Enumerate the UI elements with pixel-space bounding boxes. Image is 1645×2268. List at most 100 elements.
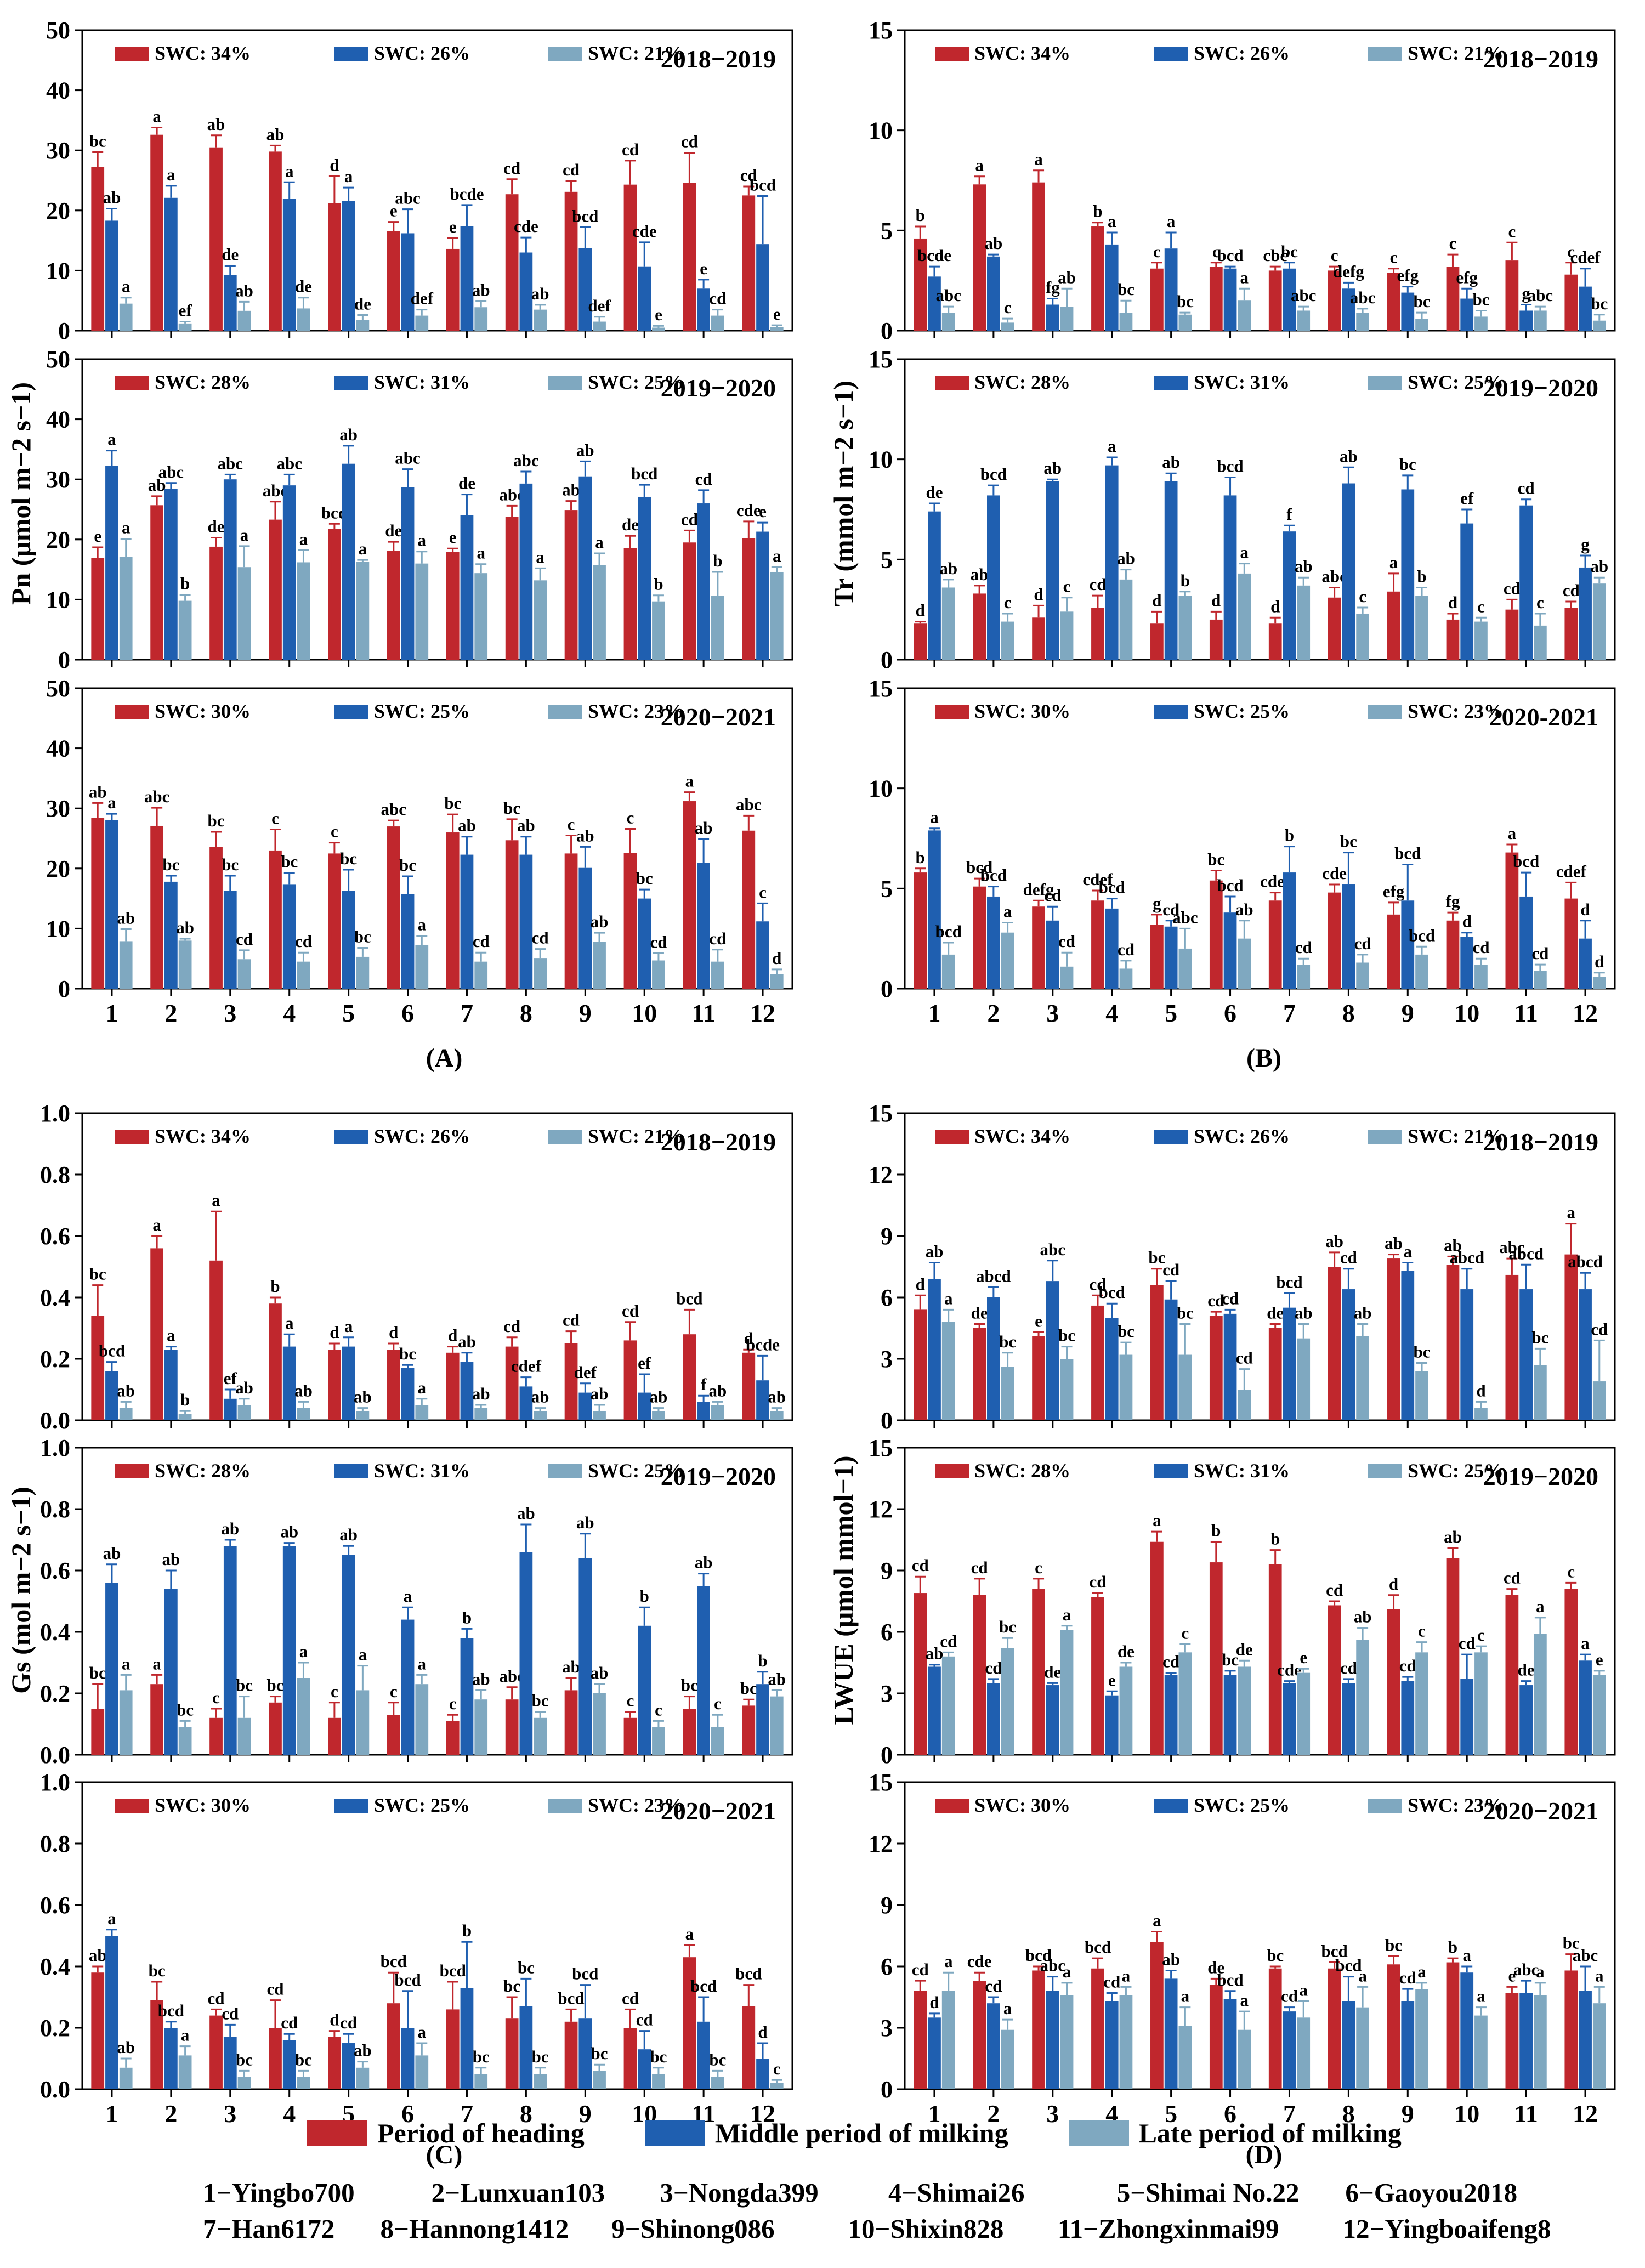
plot-frame: [904, 1781, 1616, 2090]
significance-letter: ab: [531, 1387, 549, 1407]
significance-letter: d: [1462, 912, 1472, 931]
swc-legend-swatch: [548, 1799, 582, 1813]
y-tick-label: 0.0: [40, 2076, 70, 2103]
y-tick-label: 30: [46, 466, 70, 493]
y-tick-label: 10: [869, 446, 893, 473]
significance-letter: cd: [295, 932, 312, 951]
y-tick-label: 20: [46, 526, 70, 553]
significance-letter: def: [411, 289, 434, 308]
y-tick-label: 1.0: [40, 1769, 70, 1796]
swc-legend-swatch: [115, 1799, 149, 1813]
bar: [105, 220, 118, 331]
significance-letter: bc: [473, 2047, 490, 2066]
bar: [356, 562, 370, 660]
significance-letter: a: [1003, 1999, 1012, 2018]
swc-legend-swatch: [1368, 376, 1402, 390]
bar: [1579, 938, 1592, 989]
x-tick-label: 10: [1454, 999, 1479, 1027]
bar: [387, 1715, 400, 1755]
significance-letter: abc: [1040, 1240, 1066, 1259]
bar: [928, 1279, 941, 1420]
significance-letter: d: [1270, 597, 1280, 616]
bar: [652, 327, 665, 331]
bar: [282, 199, 296, 331]
significance-letter: cd: [1399, 1968, 1416, 1987]
bar: [652, 1727, 665, 1755]
bar: [1297, 2017, 1311, 2089]
y-tick-label: 15: [869, 1434, 893, 1461]
bar: [1564, 1254, 1578, 1420]
x-tick-label: 5: [1165, 999, 1177, 1027]
bar: [941, 1991, 955, 2089]
variety-12: 12−Yingboaifeng8: [1342, 2214, 1551, 2244]
significance-letter: cde: [736, 501, 761, 520]
significance-letter: defg: [1023, 880, 1054, 899]
plot-frame: [904, 1112, 1616, 1421]
bar: [1564, 1589, 1578, 1755]
bar: [387, 231, 400, 331]
significance-letter: c: [759, 882, 767, 901]
bar: [1446, 1962, 1460, 2089]
bar: [519, 252, 533, 331]
significance-letter: c: [1418, 1621, 1426, 1641]
bar: [209, 546, 223, 660]
bar: [1401, 1271, 1415, 1420]
bar: [973, 593, 986, 660]
significance-letter: abcd: [1508, 1244, 1544, 1263]
significance-letter: cd: [940, 1631, 957, 1651]
bar: [1387, 914, 1400, 989]
significance-letter: cd: [985, 1976, 1002, 1995]
swc-legend-label: SWC: 34%: [974, 1125, 1070, 1147]
bar: [1150, 925, 1164, 989]
significance-letter: ab: [1385, 1234, 1403, 1253]
significance-letter: ab: [89, 1946, 107, 1965]
x-tick-label: 11: [691, 999, 715, 1027]
bar: [1415, 319, 1428, 331]
significance-letter: a: [285, 1313, 294, 1333]
significance-letter: ab: [768, 1669, 786, 1688]
subplot-1: 0 5 10 15 SWC: 34% SWC: 26% SWC: 21%2018−2019 b…: [869, 17, 1616, 344]
swc-legend-label: SWC: 26%: [1194, 1125, 1290, 1147]
significance-letter: a: [1181, 1987, 1190, 2006]
bar: [593, 1693, 606, 1755]
significance-letter: bc: [1531, 1328, 1548, 1347]
bar: [742, 1352, 756, 1420]
significance-letter: a: [1536, 1962, 1545, 1981]
bar: [1401, 2001, 1415, 2089]
bar: [164, 1350, 178, 1420]
bar: [1178, 314, 1192, 331]
bar: [387, 1350, 400, 1420]
significance-letter: ab: [650, 1387, 668, 1407]
significance-letter: c: [1477, 1625, 1485, 1645]
significance-letter: a: [167, 1326, 175, 1345]
period-legend: Period of heading Middle period of milki…: [307, 2117, 1404, 2150]
bar: [474, 1408, 488, 1420]
swc-legend-label: SWC: 25%: [374, 700, 470, 722]
significance-letter: bc: [1591, 294, 1608, 313]
bar: [237, 959, 251, 989]
significance-letter: a: [1240, 268, 1249, 287]
swc-legend-swatch: [935, 376, 969, 390]
x-tick-label: 12: [1573, 2100, 1598, 2128]
bar: [178, 323, 192, 331]
y-tick-label: 0: [881, 976, 893, 1002]
significance-letter: cd: [1295, 938, 1312, 957]
panel-letter: (D): [1246, 2140, 1283, 2169]
bar: [1119, 968, 1133, 989]
swc-legend-label: SWC: 23%: [588, 700, 684, 722]
bar: [1505, 1993, 1519, 2089]
bar: [1415, 1989, 1428, 2089]
significance-letter: a: [1108, 212, 1116, 231]
significance-letter: e: [94, 526, 101, 546]
bar: [711, 315, 724, 331]
significance-letter: g: [1153, 894, 1161, 913]
y-tick-label: 15: [869, 1769, 893, 1796]
swc-legend-label: SWC: 34%: [974, 42, 1070, 64]
significance-letter: a: [240, 525, 249, 545]
significance-letter: c: [568, 815, 575, 834]
significance-letter: cdef: [1082, 870, 1113, 889]
y-tick-label: 0: [58, 976, 70, 1002]
legend-swatch-middle: [644, 2120, 705, 2146]
bar: [1474, 1408, 1488, 1420]
bar: [711, 961, 724, 989]
